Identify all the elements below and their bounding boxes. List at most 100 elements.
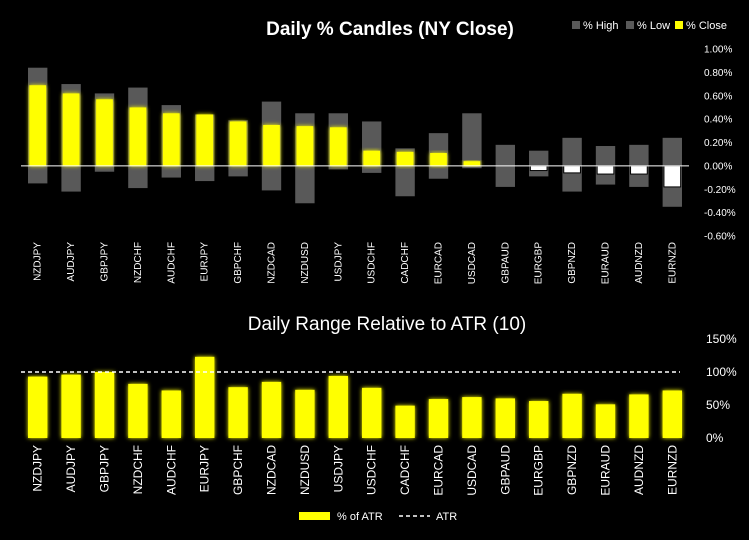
atr-bar-eurjpy — [195, 356, 215, 438]
atr-chart-title: Daily Range Relative to ATR (10) — [248, 314, 526, 335]
atr-bar-gbpjpy — [94, 372, 115, 438]
close-bar-eurjpy — [196, 114, 214, 166]
close-bar-audjpy — [62, 93, 80, 166]
close-bar-nzdusd — [296, 126, 314, 166]
close-bar-gbpchf — [229, 121, 247, 166]
low-bar-eurjpy — [195, 165, 215, 182]
candles-x-tick-nzdcad: NZDCAD — [267, 242, 278, 284]
atr-y-tick-label: 50% — [706, 398, 730, 412]
atr-bar-cadchf — [395, 405, 415, 438]
high-bar-eurnzd — [662, 137, 682, 166]
candles-y-tick-label: -0.40% — [704, 208, 736, 219]
close-bar-audnzd — [630, 165, 648, 175]
candles-y-tick-label: -0.60% — [704, 232, 736, 243]
low-bar-gbpchf — [228, 165, 248, 177]
atr-x-axis: NZDJPY AUDJPY GBPJPY NZDCHF AUDCHF EURJPY GBPC… — [31, 445, 680, 496]
candles-legend: % High % Low % Close — [572, 20, 727, 32]
atr-x-tick-eurjpy: EURJPY — [198, 445, 212, 492]
atr-x-tick-eurnzd: EURNZD — [665, 445, 679, 495]
atr-plot-area — [21, 356, 682, 438]
candles-chart-title: Daily % Candles (NY Close) — [266, 19, 514, 40]
candles-x-tick-nzdjpy: NZDJPY — [33, 242, 44, 281]
atr-bar-euraud — [595, 404, 616, 438]
candles-x-tick-audnzd: AUDNZD — [634, 242, 645, 284]
atr-bar-audchf — [161, 390, 181, 438]
close-bar-cadchf — [396, 151, 414, 166]
atr-bar-audnzd — [629, 394, 649, 438]
close-bar-audchf — [162, 113, 180, 166]
low-bar-nzdjpy — [28, 165, 48, 184]
atr-x-tick-nzdjpy: NZDJPY — [31, 445, 45, 492]
atr-bar-usdchf — [362, 387, 382, 438]
low-bar-nzdusd — [295, 165, 315, 204]
legend-close-swatch — [675, 21, 683, 29]
atr-x-tick-euraud: EURAUD — [599, 445, 613, 496]
atr-bar-gbpchf — [228, 387, 248, 438]
close-bar-gbpjpy — [96, 99, 113, 166]
close-bar-gbpnzd — [563, 165, 581, 174]
atr-x-tick-eurgbp: EURGBP — [532, 445, 546, 496]
atr-x-tick-audjpy: AUDJPY — [64, 445, 78, 492]
low-bar-usdjpy — [328, 165, 348, 170]
candles-plot-area — [21, 67, 689, 207]
atr-bar-eurgbp — [529, 401, 549, 438]
close-bar-eurnzd — [663, 165, 682, 188]
low-bar-gbpaud — [495, 165, 515, 187]
candles-y-tick-label: 0.40% — [704, 115, 732, 126]
close-bar-usdjpy — [329, 127, 347, 166]
low-bar-usdcad — [462, 165, 482, 169]
low-bar-eurgbp — [529, 165, 549, 177]
candles-x-tick-audjpy: AUDJPY — [66, 242, 77, 282]
legend-pct-atr-swatch — [299, 512, 330, 520]
legend-low-label: % Low — [637, 20, 670, 32]
atr-bar-nzdcad — [261, 381, 282, 438]
atr-bar-audjpy — [61, 374, 81, 438]
candles-x-tick-gbpchf: GBPCHF — [233, 242, 244, 284]
atr-bar-eurcad — [428, 399, 449, 438]
candles-x-tick-usdcad: USDCAD — [467, 242, 478, 284]
legend-atr-label: ATR — [436, 511, 457, 523]
high-bar-gbpnzd — [562, 137, 582, 166]
legend-close-label: % Close — [686, 20, 727, 32]
high-bar-euraud — [595, 146, 616, 166]
high-bar-usdcad — [462, 113, 482, 166]
close-bar-nzdjpy — [29, 85, 47, 166]
candles-x-tick-eurnzd: EURNZD — [667, 242, 678, 284]
candles-x-tick-audchf: AUDCHF — [166, 242, 177, 284]
atr-bar-gbpnzd — [562, 393, 582, 438]
atr-bar-nzdusd — [295, 389, 315, 438]
atr-x-tick-gbpnzd: GBPNZD — [565, 445, 579, 495]
atr-y-tick-label: 100% — [706, 365, 737, 379]
atr-x-tick-nzdusd: NZDUSD — [298, 445, 312, 495]
atr-bar-gbpaud — [495, 398, 515, 438]
close-bar-nzdchf — [129, 107, 147, 166]
atr-x-tick-audnzd: AUDNZD — [632, 445, 646, 495]
high-bar-audnzd — [629, 144, 649, 166]
atr-x-tick-nzdcad: NZDCAD — [265, 445, 279, 495]
low-bar-nzdchf — [128, 165, 148, 189]
atr-x-tick-eurcad: EURCAD — [432, 445, 446, 496]
atr-x-tick-gbpjpy: GBPJPY — [98, 445, 112, 492]
candles-y-tick-label: 0.00% — [704, 161, 732, 172]
candles-x-tick-euraud: EURAUD — [601, 242, 612, 284]
candles-x-axis: NZDJPY AUDJPY GBPJPY NZDCHF AUDCHF EURJPY GBPC… — [33, 242, 679, 285]
candles-x-tick-eurjpy: EURJPY — [200, 242, 211, 282]
atr-bar-nzdchf — [128, 383, 148, 438]
atr-bar-eurnzd — [662, 390, 682, 438]
candles-x-tick-nzdusd: NZDUSD — [300, 242, 311, 284]
atr-x-tick-audchf: AUDCHF — [164, 445, 178, 495]
candles-y-tick-label: 1.00% — [704, 45, 732, 56]
close-bar-usdchf — [363, 150, 381, 166]
low-bar-audjpy — [61, 165, 81, 192]
candles-x-tick-gbpnzd: GBPNZD — [567, 242, 578, 284]
atr-y-axis: 150% 100% 50% 0% — [706, 332, 737, 445]
atr-x-tick-gbpaud: GBPAUD — [498, 445, 512, 495]
candles-y-tick-label: -0.20% — [704, 185, 736, 196]
close-bar-euraud — [596, 165, 615, 175]
atr-bar-usdjpy — [328, 375, 348, 438]
candles-y-tick-label: 0.20% — [704, 138, 732, 149]
low-bar-usdchf — [362, 165, 382, 173]
high-bar-gbpaud — [495, 144, 515, 166]
